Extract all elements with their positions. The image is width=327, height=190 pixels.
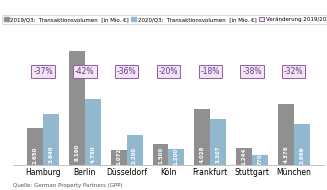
Bar	[168, 149, 184, 165]
Text: -42%: -42%	[75, 67, 95, 76]
Bar	[252, 154, 268, 165]
Bar	[69, 51, 85, 165]
Text: -38%: -38%	[242, 67, 262, 76]
Bar	[111, 150, 127, 165]
Text: 8.160: 8.160	[75, 143, 79, 161]
Text: 3.307: 3.307	[215, 146, 221, 163]
Text: 1.072: 1.072	[116, 147, 121, 165]
Bar	[85, 99, 101, 165]
Text: 1.200: 1.200	[174, 147, 179, 165]
Text: -36%: -36%	[117, 67, 136, 76]
Text: -18%: -18%	[200, 67, 220, 76]
Bar	[294, 124, 310, 165]
Bar	[194, 109, 210, 165]
Bar	[43, 115, 59, 165]
Text: 3.640: 3.640	[48, 146, 54, 163]
Text: -37%: -37%	[33, 67, 53, 76]
Bar	[152, 144, 168, 165]
Text: 4.028: 4.028	[200, 146, 205, 163]
Bar	[236, 148, 252, 165]
Bar	[27, 128, 43, 165]
Bar	[210, 119, 226, 165]
Text: 770: 770	[257, 153, 262, 165]
Text: 4.376: 4.376	[283, 145, 288, 163]
Text: Quelle: German Property Partners (GPP): Quelle: German Property Partners (GPP)	[13, 183, 123, 188]
Text: 2.969: 2.969	[299, 146, 304, 164]
Text: -32%: -32%	[284, 67, 303, 76]
Bar	[278, 104, 294, 165]
Text: 1.500: 1.500	[158, 147, 163, 165]
Text: 4.750: 4.750	[90, 145, 95, 163]
Text: -20%: -20%	[159, 67, 178, 76]
Legend: 2019/Q3:  Transaktionsvolumen  [in Mio. €], 2020/Q3:  Transaktionsvolumen  [in M: 2019/Q3: Transaktionsvolumen [in Mio. €]…	[2, 15, 327, 24]
Bar	[127, 135, 143, 165]
Text: 1.244: 1.244	[242, 147, 247, 165]
Text: 2.650: 2.650	[33, 146, 38, 164]
Text: 2.200: 2.200	[132, 147, 137, 164]
